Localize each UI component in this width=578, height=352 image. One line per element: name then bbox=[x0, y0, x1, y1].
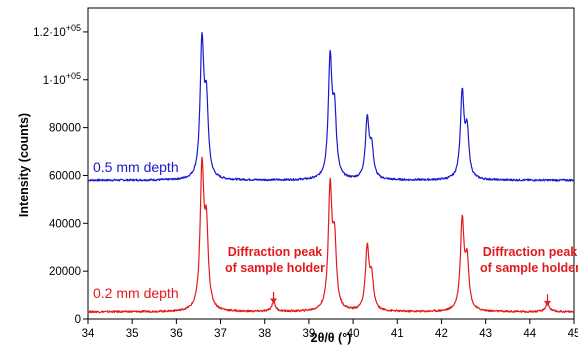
y-axis-title: Intensity (counts) bbox=[17, 113, 31, 217]
y-tick-label: 20000 bbox=[49, 266, 81, 278]
x-tick-label: 42 bbox=[435, 328, 448, 340]
plot-frame bbox=[87, 7, 575, 320]
y-tick-label: 80000 bbox=[49, 123, 81, 135]
x-tick-label: 34 bbox=[82, 328, 95, 340]
annotation-text: Diffraction peak bbox=[228, 245, 323, 259]
series-label-2: 0.2 mm depth bbox=[93, 285, 179, 301]
x-tick-label: 41 bbox=[391, 328, 404, 340]
series-line-1 bbox=[87, 31, 575, 182]
x-tick-label: 40 bbox=[347, 328, 360, 340]
x-axis-title: 2θ/θ (°) bbox=[311, 331, 352, 345]
y-tick-label: 1.2·10+05 bbox=[33, 23, 81, 39]
x-tick-label: 36 bbox=[170, 328, 183, 340]
x-tick-label: 35 bbox=[126, 328, 139, 340]
y-tick-label: 40000 bbox=[49, 218, 81, 230]
y-tick-label: 60000 bbox=[49, 170, 81, 182]
x-tick-label: 45 bbox=[568, 328, 578, 340]
annotation-text: Diffraction peak bbox=[483, 245, 578, 259]
x-tick-label: 39 bbox=[303, 328, 316, 340]
annotation-text: of sample holder bbox=[225, 261, 325, 275]
series-label-1: 0.5 mm depth bbox=[93, 159, 179, 175]
x-tick-label: 37 bbox=[214, 328, 227, 340]
y-tick-label: 0 bbox=[75, 314, 81, 326]
series-line-2 bbox=[87, 156, 575, 314]
annotation-arrow-head bbox=[543, 300, 551, 306]
annotation-text: of sample holder bbox=[480, 261, 578, 275]
x-tick-label: 38 bbox=[258, 328, 271, 340]
y-tick-label: 1·10+05 bbox=[43, 71, 81, 87]
x-tick-label: 43 bbox=[479, 328, 492, 340]
annotation-arrow-head bbox=[270, 298, 278, 304]
x-tick-label: 44 bbox=[523, 328, 536, 340]
